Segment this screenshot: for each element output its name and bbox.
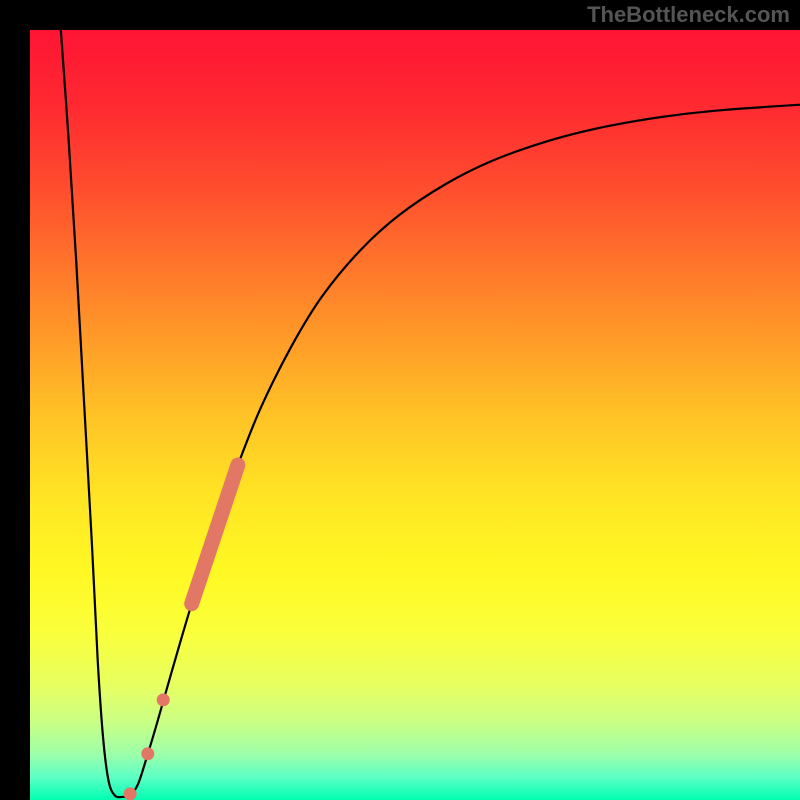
chart-stage: TheBottleneck.com <box>0 0 800 800</box>
marker-dot <box>141 747 154 760</box>
plot-svg <box>30 30 800 800</box>
gradient-background <box>30 30 800 800</box>
marker-dot <box>124 787 137 800</box>
marker-dot <box>157 693 170 706</box>
attribution-watermark: TheBottleneck.com <box>587 2 790 28</box>
plot-area <box>30 30 800 800</box>
